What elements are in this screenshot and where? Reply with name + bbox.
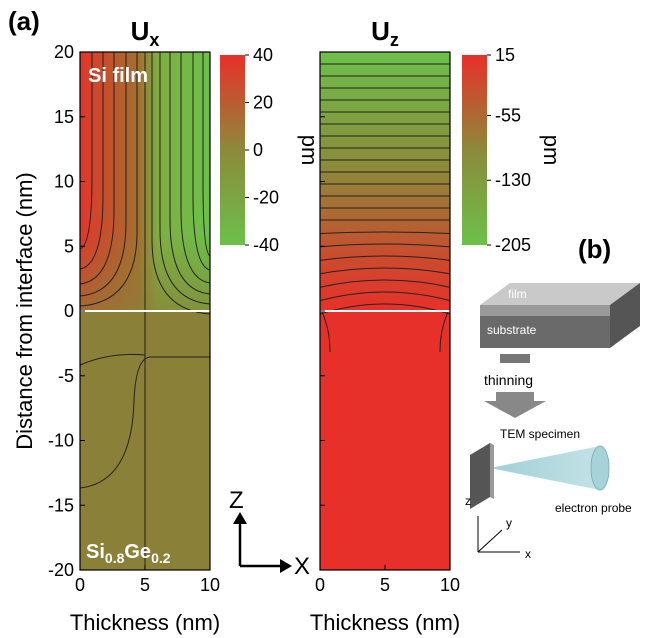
colorbar-tick-label: -130: [495, 170, 531, 190]
diagram-label: y: [506, 516, 512, 530]
y-tick-label: 0: [64, 301, 74, 321]
panel-label: (a): [8, 6, 40, 36]
diagram-label: electron probe: [555, 501, 632, 515]
diagram-label: TEM specimen: [500, 427, 580, 441]
x-tick-label: 0: [315, 575, 325, 595]
title-sub: z: [390, 30, 399, 50]
colorbar-tick-label: -55: [495, 105, 521, 125]
thinning-bar: [500, 354, 530, 363]
annotation-part: Si: [86, 541, 105, 563]
y-tick-label: -15: [48, 495, 74, 515]
y-axis-label: Distance from interface (nm): [12, 172, 37, 450]
page: {"panel_labels": {"a": "(a)", "b": "(b)"…: [0, 0, 655, 638]
colorbar-label: pm: [539, 135, 564, 166]
x-axis-label: Thickness (nm): [70, 610, 220, 635]
y-tick-label: -20: [48, 560, 74, 580]
annotation-part: 0.8: [105, 550, 125, 566]
colorbar-tick-label: 0: [253, 140, 263, 160]
colorbar: [462, 55, 487, 245]
axis-glyph-label: X: [294, 553, 310, 580]
y-tick-label: 10: [54, 172, 74, 192]
x-tick-label: 10: [440, 575, 460, 595]
diagram-label: film: [508, 287, 527, 301]
x-tick-label: 5: [380, 575, 390, 595]
colorbar-tick-label: 20: [253, 93, 273, 113]
specimen-edge: [490, 443, 494, 499]
y-tick-label: 15: [54, 107, 74, 127]
x-tick-label: 0: [75, 575, 85, 595]
annotation-part: Ge: [124, 541, 151, 563]
electron-probe: [490, 446, 600, 490]
diagram-label: thinning: [484, 372, 533, 388]
x-tick-label: 10: [200, 575, 220, 595]
figure: (a) (b) Si film Si0.8Ge0.2 Z X film subs…: [0, 0, 655, 638]
y-tick-label: 5: [64, 236, 74, 256]
x-tick-label: 5: [140, 575, 150, 595]
arrow: [484, 392, 546, 418]
y-tick-label: -10: [48, 431, 74, 451]
axis-glyph-label: Z: [229, 487, 244, 514]
chart-title: Ux: [131, 16, 160, 50]
specimen: [470, 443, 490, 509]
y-tick-label: 20: [54, 42, 74, 62]
probe-end: [591, 446, 609, 490]
colorbar: [220, 55, 245, 245]
annotation: Si film: [88, 65, 148, 87]
colorbar-tick-label: 15: [495, 45, 515, 65]
axes-glyph: [233, 512, 292, 573]
diagram-label: z: [465, 494, 471, 508]
y-tick-label: -5: [58, 366, 74, 386]
title-sub: x: [149, 30, 159, 50]
annotation-part: 0.2: [151, 550, 171, 566]
title-main: U: [371, 16, 390, 46]
colorbar-tick-label: 40: [253, 45, 273, 65]
diagram-label: substrate: [487, 323, 537, 337]
colorbar-label: pm: [297, 135, 322, 166]
chart-title: Uz: [371, 16, 399, 50]
title-main: U: [131, 16, 150, 46]
colorbar-tick-label: -20: [253, 188, 279, 208]
film-layer: [480, 305, 610, 316]
colorbar-tick-label: -40: [253, 235, 279, 255]
panel-label: (b): [578, 234, 611, 264]
x-axis-label: Thickness (nm): [310, 610, 460, 635]
diagram-label: x: [525, 547, 531, 561]
colorbar-tick-label: -205: [495, 235, 531, 255]
